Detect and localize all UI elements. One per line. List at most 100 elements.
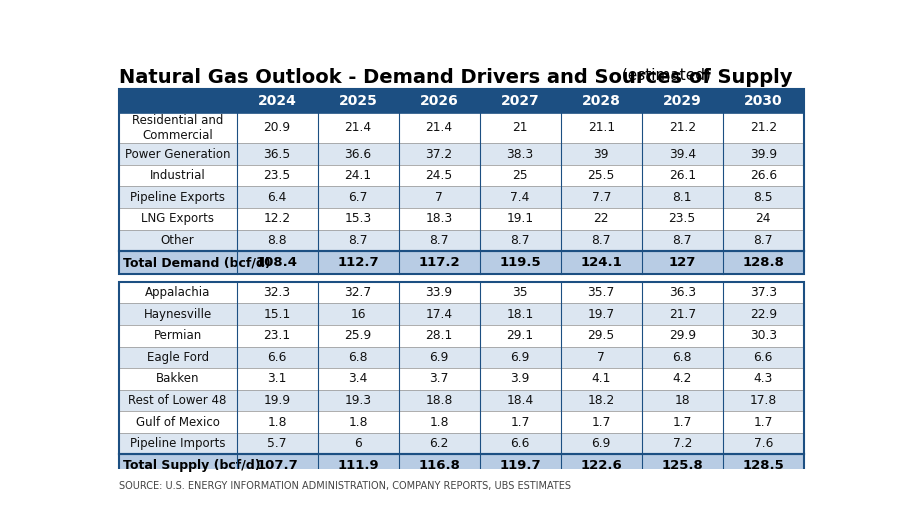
Text: 3.9: 3.9 [510, 373, 530, 385]
Bar [318, 90, 399, 113]
Bar [318, 368, 399, 390]
Text: 6.9: 6.9 [591, 437, 611, 450]
Bar [318, 325, 399, 347]
Text: 33.9: 33.9 [426, 286, 453, 299]
Bar [119, 90, 804, 274]
Text: 29.9: 29.9 [669, 329, 696, 343]
Bar [399, 90, 480, 113]
Text: 35: 35 [512, 286, 528, 299]
Bar [318, 230, 399, 251]
Bar [318, 113, 399, 143]
Bar [318, 347, 399, 368]
Text: 2029: 2029 [663, 94, 702, 108]
Bar [723, 368, 804, 390]
Bar [480, 368, 561, 390]
Bar [642, 282, 723, 304]
Bar [399, 411, 480, 433]
Bar [237, 411, 318, 433]
Text: 37.3: 37.3 [750, 286, 777, 299]
Bar [561, 113, 642, 143]
Bar [399, 368, 480, 390]
Bar [723, 390, 804, 411]
Text: 7.6: 7.6 [753, 437, 773, 450]
Bar [237, 165, 318, 187]
Bar [642, 411, 723, 433]
Text: 2026: 2026 [419, 94, 458, 108]
Text: Pipeline Exports: Pipeline Exports [130, 191, 225, 204]
Text: Gulf of Mexico: Gulf of Mexico [136, 416, 220, 428]
Text: Industrial: Industrial [149, 169, 205, 182]
Bar [642, 433, 723, 454]
Text: 18.3: 18.3 [426, 212, 453, 225]
Bar [119, 368, 237, 390]
Text: 6.2: 6.2 [429, 437, 449, 450]
Text: 8.1: 8.1 [672, 191, 692, 204]
Bar [480, 165, 561, 187]
Text: 6.8: 6.8 [348, 351, 368, 364]
Bar [119, 411, 237, 433]
Bar [119, 230, 237, 251]
Text: 128.5: 128.5 [742, 460, 784, 472]
Text: 6.6: 6.6 [753, 351, 773, 364]
Text: 18.4: 18.4 [507, 394, 534, 407]
Text: Permian: Permian [154, 329, 202, 343]
Text: 38.3: 38.3 [507, 148, 534, 161]
Text: 25.5: 25.5 [588, 169, 615, 182]
Bar [399, 282, 480, 304]
Text: 2025: 2025 [338, 94, 377, 108]
Bar [480, 347, 561, 368]
Bar [723, 230, 804, 251]
Text: 37.2: 37.2 [426, 148, 453, 161]
Text: Total Demand (bcf/d): Total Demand (bcf/d) [123, 256, 271, 269]
Text: 39.4: 39.4 [669, 148, 696, 161]
Text: Eagle Ford: Eagle Ford [147, 351, 209, 364]
Bar [399, 230, 480, 251]
Bar [561, 325, 642, 347]
Bar [480, 282, 561, 304]
Bar [642, 347, 723, 368]
Bar [480, 90, 561, 113]
Text: 26.1: 26.1 [669, 169, 696, 182]
Text: 18.1: 18.1 [507, 308, 534, 321]
Text: 21.2: 21.2 [750, 121, 777, 134]
Bar [480, 304, 561, 325]
Bar [119, 274, 804, 282]
Bar [119, 113, 237, 143]
Text: 2027: 2027 [500, 94, 539, 108]
Bar [480, 113, 561, 143]
Bar [237, 325, 318, 347]
Bar [642, 325, 723, 347]
Text: 29.1: 29.1 [507, 329, 534, 343]
Text: 2030: 2030 [744, 94, 783, 108]
Bar [318, 187, 399, 208]
Bar [642, 143, 723, 165]
Text: 23.1: 23.1 [264, 329, 291, 343]
Bar [561, 454, 642, 477]
Bar [119, 165, 237, 187]
Text: 20.9: 20.9 [264, 121, 291, 134]
Text: 8.7: 8.7 [510, 234, 530, 247]
Text: 117.2: 117.2 [418, 256, 460, 269]
Bar [642, 208, 723, 230]
Text: 3.7: 3.7 [429, 373, 449, 385]
Bar [119, 347, 237, 368]
Bar [561, 187, 642, 208]
Text: 8.7: 8.7 [348, 234, 368, 247]
Bar [237, 368, 318, 390]
Text: Power Generation: Power Generation [125, 148, 230, 161]
Bar [723, 208, 804, 230]
Bar [642, 368, 723, 390]
Text: 4.1: 4.1 [591, 373, 611, 385]
Bar [642, 230, 723, 251]
Bar [480, 433, 561, 454]
Bar [480, 230, 561, 251]
Text: Residential and
Commercial: Residential and Commercial [132, 114, 223, 142]
Text: 6.6: 6.6 [510, 437, 530, 450]
Bar [318, 433, 399, 454]
Bar [480, 390, 561, 411]
Text: 1.7: 1.7 [510, 416, 530, 428]
Bar [480, 143, 561, 165]
Bar [119, 325, 237, 347]
Text: Natural Gas Outlook - Demand Drivers and Sources of Supply: Natural Gas Outlook - Demand Drivers and… [119, 68, 792, 87]
Bar [237, 187, 318, 208]
